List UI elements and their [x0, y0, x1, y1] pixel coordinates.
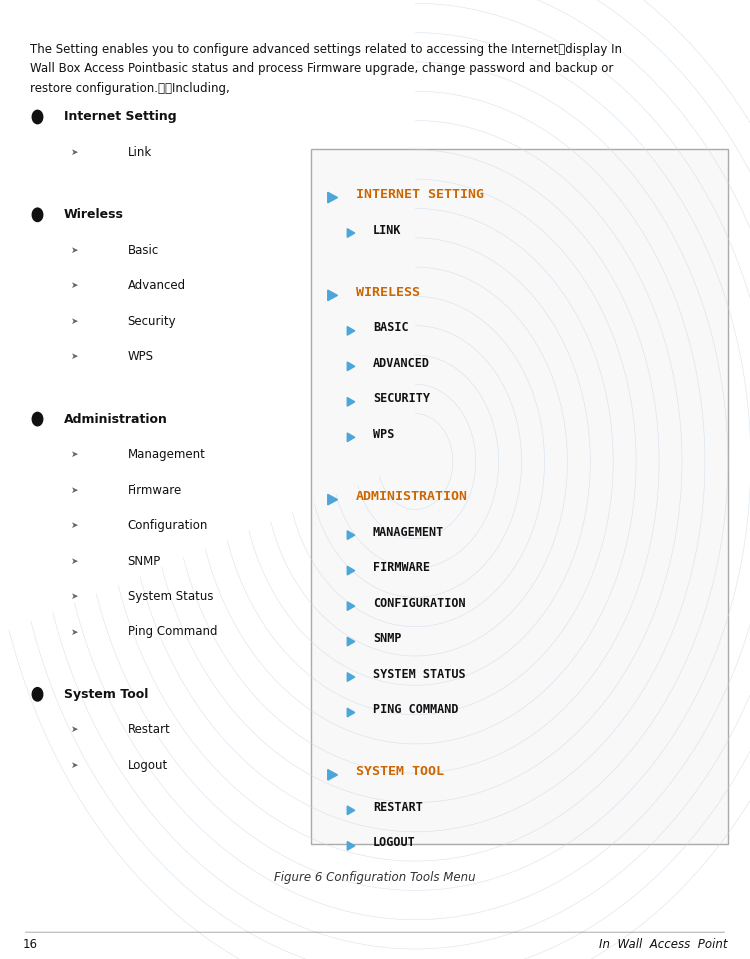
Text: FIRMWARE: FIRMWARE — [373, 561, 430, 574]
Circle shape — [32, 412, 43, 426]
Text: ➤: ➤ — [71, 725, 79, 735]
Text: WIRELESS: WIRELESS — [356, 286, 420, 299]
Bar — [311, 149, 728, 844]
Text: ADVANCED: ADVANCED — [373, 357, 430, 370]
Text: Advanced: Advanced — [128, 279, 186, 292]
Text: In  Wall  Access  Point: In Wall Access Point — [599, 938, 728, 951]
Text: ➤: ➤ — [71, 450, 79, 459]
Polygon shape — [328, 770, 338, 781]
Text: WPS: WPS — [373, 428, 394, 441]
Text: Configuration: Configuration — [128, 519, 208, 532]
Text: ➤: ➤ — [71, 627, 79, 637]
Polygon shape — [347, 229, 355, 238]
Text: SYSTEM STATUS: SYSTEM STATUS — [373, 667, 465, 681]
Text: Logout: Logout — [128, 759, 168, 772]
Text: ➤: ➤ — [71, 316, 79, 326]
Polygon shape — [347, 433, 355, 442]
Text: CONFIGURATION: CONFIGURATION — [373, 596, 465, 610]
Polygon shape — [347, 807, 355, 815]
Circle shape — [32, 688, 43, 701]
Text: WPS: WPS — [128, 350, 154, 363]
Text: Internet Setting: Internet Setting — [64, 110, 176, 124]
Polygon shape — [347, 842, 355, 851]
Text: Ping Command: Ping Command — [128, 625, 217, 639]
Text: System Tool: System Tool — [64, 688, 148, 701]
Text: Firmware: Firmware — [128, 483, 182, 497]
Text: Security: Security — [128, 315, 176, 328]
Text: 16: 16 — [22, 938, 38, 951]
Circle shape — [32, 110, 43, 124]
Text: ➤: ➤ — [71, 148, 79, 157]
Text: Link: Link — [128, 146, 152, 159]
Text: ➤: ➤ — [71, 521, 79, 530]
Text: Figure 6 Configuration Tools Menu: Figure 6 Configuration Tools Menu — [274, 871, 476, 884]
Text: INTERNET SETTING: INTERNET SETTING — [356, 188, 484, 201]
Text: System Status: System Status — [128, 590, 213, 603]
Text: ➤: ➤ — [71, 485, 79, 495]
Polygon shape — [347, 363, 355, 371]
Text: ➤: ➤ — [71, 592, 79, 601]
Text: MANAGEMENT: MANAGEMENT — [373, 526, 444, 539]
Text: Management: Management — [128, 448, 206, 461]
Text: Wall Box Access Pointbasic status and process Firmware upgrade, change password : Wall Box Access Pointbasic status and pr… — [30, 62, 613, 76]
Polygon shape — [347, 327, 355, 336]
Text: ➤: ➤ — [71, 246, 79, 255]
Polygon shape — [328, 495, 338, 505]
Polygon shape — [347, 531, 355, 540]
Text: ➤: ➤ — [71, 352, 79, 362]
Text: BASIC: BASIC — [373, 321, 408, 335]
Text: ➤: ➤ — [71, 556, 79, 566]
Text: Restart: Restart — [128, 723, 170, 737]
Text: ➤: ➤ — [71, 760, 79, 770]
Text: LINK: LINK — [373, 223, 401, 237]
Text: SECURITY: SECURITY — [373, 392, 430, 406]
Polygon shape — [347, 398, 355, 407]
Polygon shape — [328, 193, 338, 203]
Circle shape — [32, 208, 43, 222]
Polygon shape — [347, 673, 355, 682]
Text: Wireless: Wireless — [64, 208, 124, 222]
Text: SNMP: SNMP — [128, 554, 160, 568]
Polygon shape — [347, 709, 355, 717]
Text: ADMINISTRATION: ADMINISTRATION — [356, 490, 468, 503]
Text: SNMP: SNMP — [373, 632, 401, 645]
Text: The Setting enables you to configure advanced settings related to accessing the : The Setting enables you to configure adv… — [30, 43, 622, 57]
Text: Administration: Administration — [64, 412, 168, 426]
Text: restore configuration.　　Including,: restore configuration. Including, — [30, 82, 230, 95]
Text: LOGOUT: LOGOUT — [373, 836, 416, 850]
Polygon shape — [347, 567, 355, 575]
Text: SYSTEM TOOL: SYSTEM TOOL — [356, 765, 444, 779]
Text: ➤: ➤ — [71, 281, 79, 291]
Text: Basic: Basic — [128, 244, 159, 257]
Polygon shape — [347, 638, 355, 646]
Text: RESTART: RESTART — [373, 801, 423, 814]
Text: PING COMMAND: PING COMMAND — [373, 703, 458, 716]
Polygon shape — [347, 602, 355, 611]
Polygon shape — [328, 291, 338, 301]
